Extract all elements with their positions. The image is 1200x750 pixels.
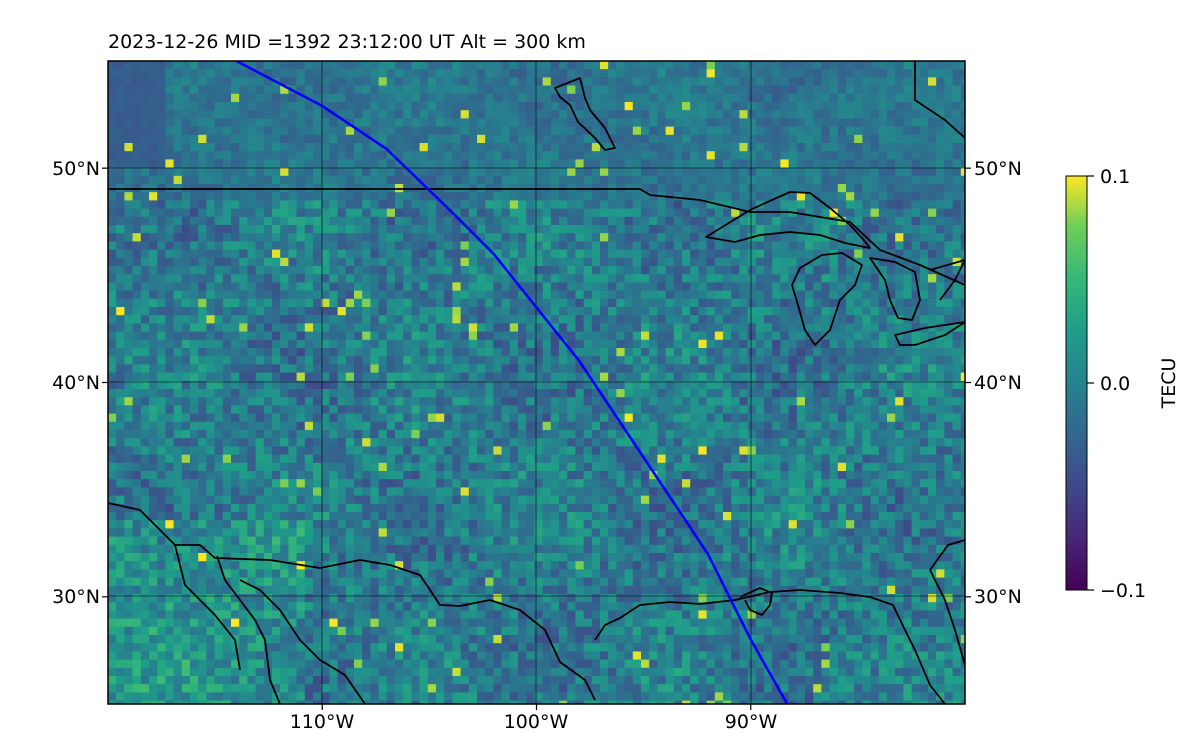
lake-huron: [869, 257, 921, 321]
tec-map-area: [108, 61, 965, 704]
us-canada-border: [108, 188, 965, 286]
gulf-coast-us: [594, 589, 946, 704]
lat-tick-label-30n-left: 30°N: [52, 586, 100, 608]
florida-coast: [929, 539, 965, 571]
lat-tick-label-40n-right: 40°N: [974, 372, 1022, 394]
colorbar-tick-label-max: 0.1: [1100, 166, 1130, 188]
lake-michigan: [791, 252, 863, 346]
lake-erie: [894, 321, 965, 346]
mississippi-delta: [739, 587, 773, 616]
tec-heatmap: [108, 61, 965, 704]
colorbar: 0.1 0.0 −0.1 TECU: [1065, 166, 1180, 602]
mexico-west-coast: [239, 579, 366, 704]
lon-tick-label-100w: 100°W: [504, 711, 569, 733]
lat-tick-label-50n-left: 50°N: [52, 158, 100, 180]
lon-tick-label-90w: 90°W: [725, 711, 778, 733]
coastlines-and-borders: [108, 61, 965, 704]
satellite-track: [235, 61, 789, 704]
great-lakes-east: [929, 259, 965, 301]
lake-winnipeg: [554, 77, 616, 151]
lat-tick-label-40n-left: 40°N: [52, 372, 100, 394]
figure-title: 2023-12-26 MID =1392 23:12:00 UT Alt = 3…: [108, 31, 586, 53]
colorbar-tick-label-min: −0.1: [1100, 580, 1146, 602]
hudson-coast: [914, 61, 965, 139]
longitude-tick-labels: 110°W 100°W 90°W: [290, 711, 778, 733]
gridlines: [108, 61, 965, 704]
gulf-of-california-coast: [216, 555, 281, 704]
latitude-tick-labels-right: 30°N 40°N 50°N: [974, 158, 1022, 608]
latitude-tick-labels-left: 30°N 40°N 50°N: [52, 158, 100, 608]
lat-tick-label-50n-right: 50°N: [974, 158, 1022, 180]
map-tick-marks: [102, 167, 971, 710]
colorbar-tick-label-zero: 0.0: [1100, 373, 1130, 395]
lat-tick-label-30n-right: 30°N: [974, 586, 1022, 608]
colorbar-label: TECU: [1158, 358, 1180, 410]
lon-tick-label-110w: 110°W: [290, 711, 355, 733]
colorbar-gradient: [1065, 175, 1088, 591]
baja-california: [174, 544, 241, 671]
us-mexico-border: [108, 502, 596, 701]
lake-superior: [705, 191, 871, 249]
florida-peninsula: [929, 569, 965, 666]
